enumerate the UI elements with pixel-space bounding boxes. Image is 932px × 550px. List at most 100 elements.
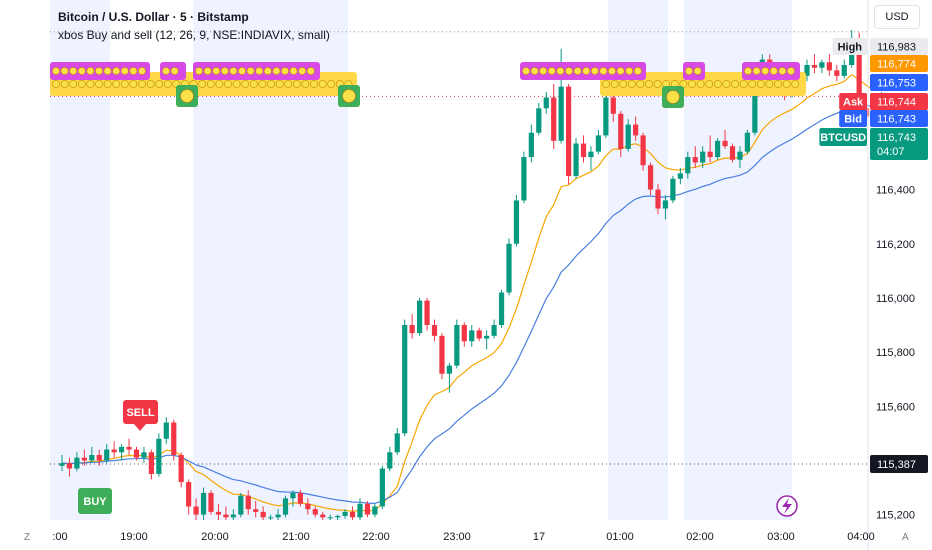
candle-body bbox=[409, 325, 415, 334]
ema12-tag-box bbox=[870, 55, 928, 72]
candle-body bbox=[752, 81, 758, 133]
candle bbox=[551, 83, 557, 149]
candle bbox=[282, 495, 289, 518]
emoji-icon bbox=[573, 67, 582, 75]
candle bbox=[647, 162, 654, 195]
emoji-icon bbox=[112, 67, 121, 75]
candle bbox=[826, 54, 832, 76]
line-tag-value: 115,387 bbox=[877, 459, 916, 471]
candle bbox=[476, 327, 482, 342]
candle-body bbox=[521, 157, 527, 201]
ema26-tag-value: 116,753 bbox=[877, 78, 916, 90]
candle-body bbox=[104, 449, 110, 461]
emoji-icon bbox=[275, 80, 284, 88]
candle-body bbox=[230, 514, 236, 518]
candle-body bbox=[119, 446, 125, 453]
emoji-icon bbox=[267, 80, 275, 88]
candle-body bbox=[476, 330, 482, 339]
high-tag-label-box bbox=[832, 38, 867, 55]
emoji-icon bbox=[77, 80, 86, 88]
ask-tag-value: 116,744 bbox=[877, 97, 916, 109]
y-tick-label: 115,200 bbox=[876, 510, 915, 522]
emoji-icon bbox=[744, 67, 752, 75]
y-tick-label: 116,200 bbox=[876, 239, 915, 251]
candle bbox=[469, 325, 475, 347]
currency-button[interactable]: USD bbox=[874, 5, 920, 29]
candle-body bbox=[335, 515, 341, 518]
candle-body bbox=[603, 97, 609, 136]
candle bbox=[744, 130, 750, 155]
emoji-icon bbox=[556, 67, 565, 75]
emoji-icon bbox=[203, 67, 212, 75]
candle bbox=[260, 506, 266, 520]
axes-layer: 116,600116,400116,200116,000115,800115,6… bbox=[24, 0, 928, 550]
y-tick-label: 116,400 bbox=[876, 185, 915, 197]
emoji-icon bbox=[103, 80, 112, 88]
emoji-icon bbox=[769, 67, 778, 75]
emoji-icon bbox=[212, 67, 221, 75]
candle bbox=[312, 506, 318, 518]
candle bbox=[171, 419, 177, 461]
smiley-icon bbox=[180, 89, 194, 103]
candle-body bbox=[245, 495, 251, 510]
candle-body bbox=[96, 455, 102, 461]
emoji-icon bbox=[258, 80, 267, 88]
candle-body bbox=[551, 97, 557, 141]
candle-body bbox=[729, 146, 736, 160]
candle bbox=[133, 446, 140, 461]
candle bbox=[834, 65, 840, 82]
candle bbox=[528, 124, 534, 163]
emoji-icon bbox=[731, 80, 739, 88]
candle-body bbox=[253, 509, 259, 512]
candle-body bbox=[454, 325, 460, 366]
candle-body bbox=[588, 151, 594, 158]
candle bbox=[715, 138, 721, 160]
candle bbox=[357, 498, 363, 520]
candle-body bbox=[133, 449, 140, 458]
candle bbox=[253, 501, 259, 518]
indicator-legend[interactable]: xbos Buy and sell (12, 26, 9, NSE:INDIAV… bbox=[58, 28, 330, 42]
sell-label: SELL bbox=[126, 407, 154, 419]
candle bbox=[163, 417, 169, 445]
candle bbox=[230, 509, 236, 520]
emoji-icon bbox=[327, 80, 336, 88]
candle bbox=[349, 506, 356, 520]
candle-body bbox=[804, 65, 810, 76]
buy-label: BUY bbox=[83, 496, 107, 508]
emoji-icon bbox=[129, 80, 138, 88]
x-tick-label: 20:00 bbox=[201, 531, 229, 543]
candle bbox=[66, 457, 73, 477]
candle bbox=[275, 509, 281, 520]
candle-body bbox=[491, 325, 497, 336]
candle-body bbox=[74, 457, 80, 469]
zoom-corner-label: Z bbox=[24, 532, 30, 543]
emoji-icon bbox=[590, 67, 599, 75]
emoji-icon bbox=[138, 80, 146, 88]
candle bbox=[297, 490, 303, 507]
candle bbox=[335, 514, 341, 520]
candle-body bbox=[290, 492, 296, 499]
candle bbox=[640, 132, 646, 171]
emoji-icon bbox=[281, 67, 289, 75]
emoji-icon bbox=[95, 80, 103, 88]
candle bbox=[573, 138, 579, 179]
candle-body bbox=[707, 151, 713, 158]
emoji-icon bbox=[162, 67, 170, 75]
candle bbox=[200, 487, 207, 520]
emoji-icon bbox=[539, 67, 548, 75]
candle bbox=[685, 151, 691, 179]
candle bbox=[342, 509, 348, 519]
candle-body bbox=[677, 173, 683, 179]
candle-body bbox=[461, 325, 467, 342]
candle bbox=[454, 319, 460, 369]
emoji-icon bbox=[653, 80, 662, 88]
x-tick-label: 23:00 bbox=[443, 531, 471, 543]
emoji-icon bbox=[645, 80, 653, 88]
candle-body bbox=[439, 335, 445, 374]
ema-26-line bbox=[61, 103, 882, 505]
candle bbox=[491, 319, 497, 339]
candle-body bbox=[81, 457, 87, 461]
candle-body bbox=[126, 446, 132, 450]
candle-body bbox=[342, 511, 348, 516]
